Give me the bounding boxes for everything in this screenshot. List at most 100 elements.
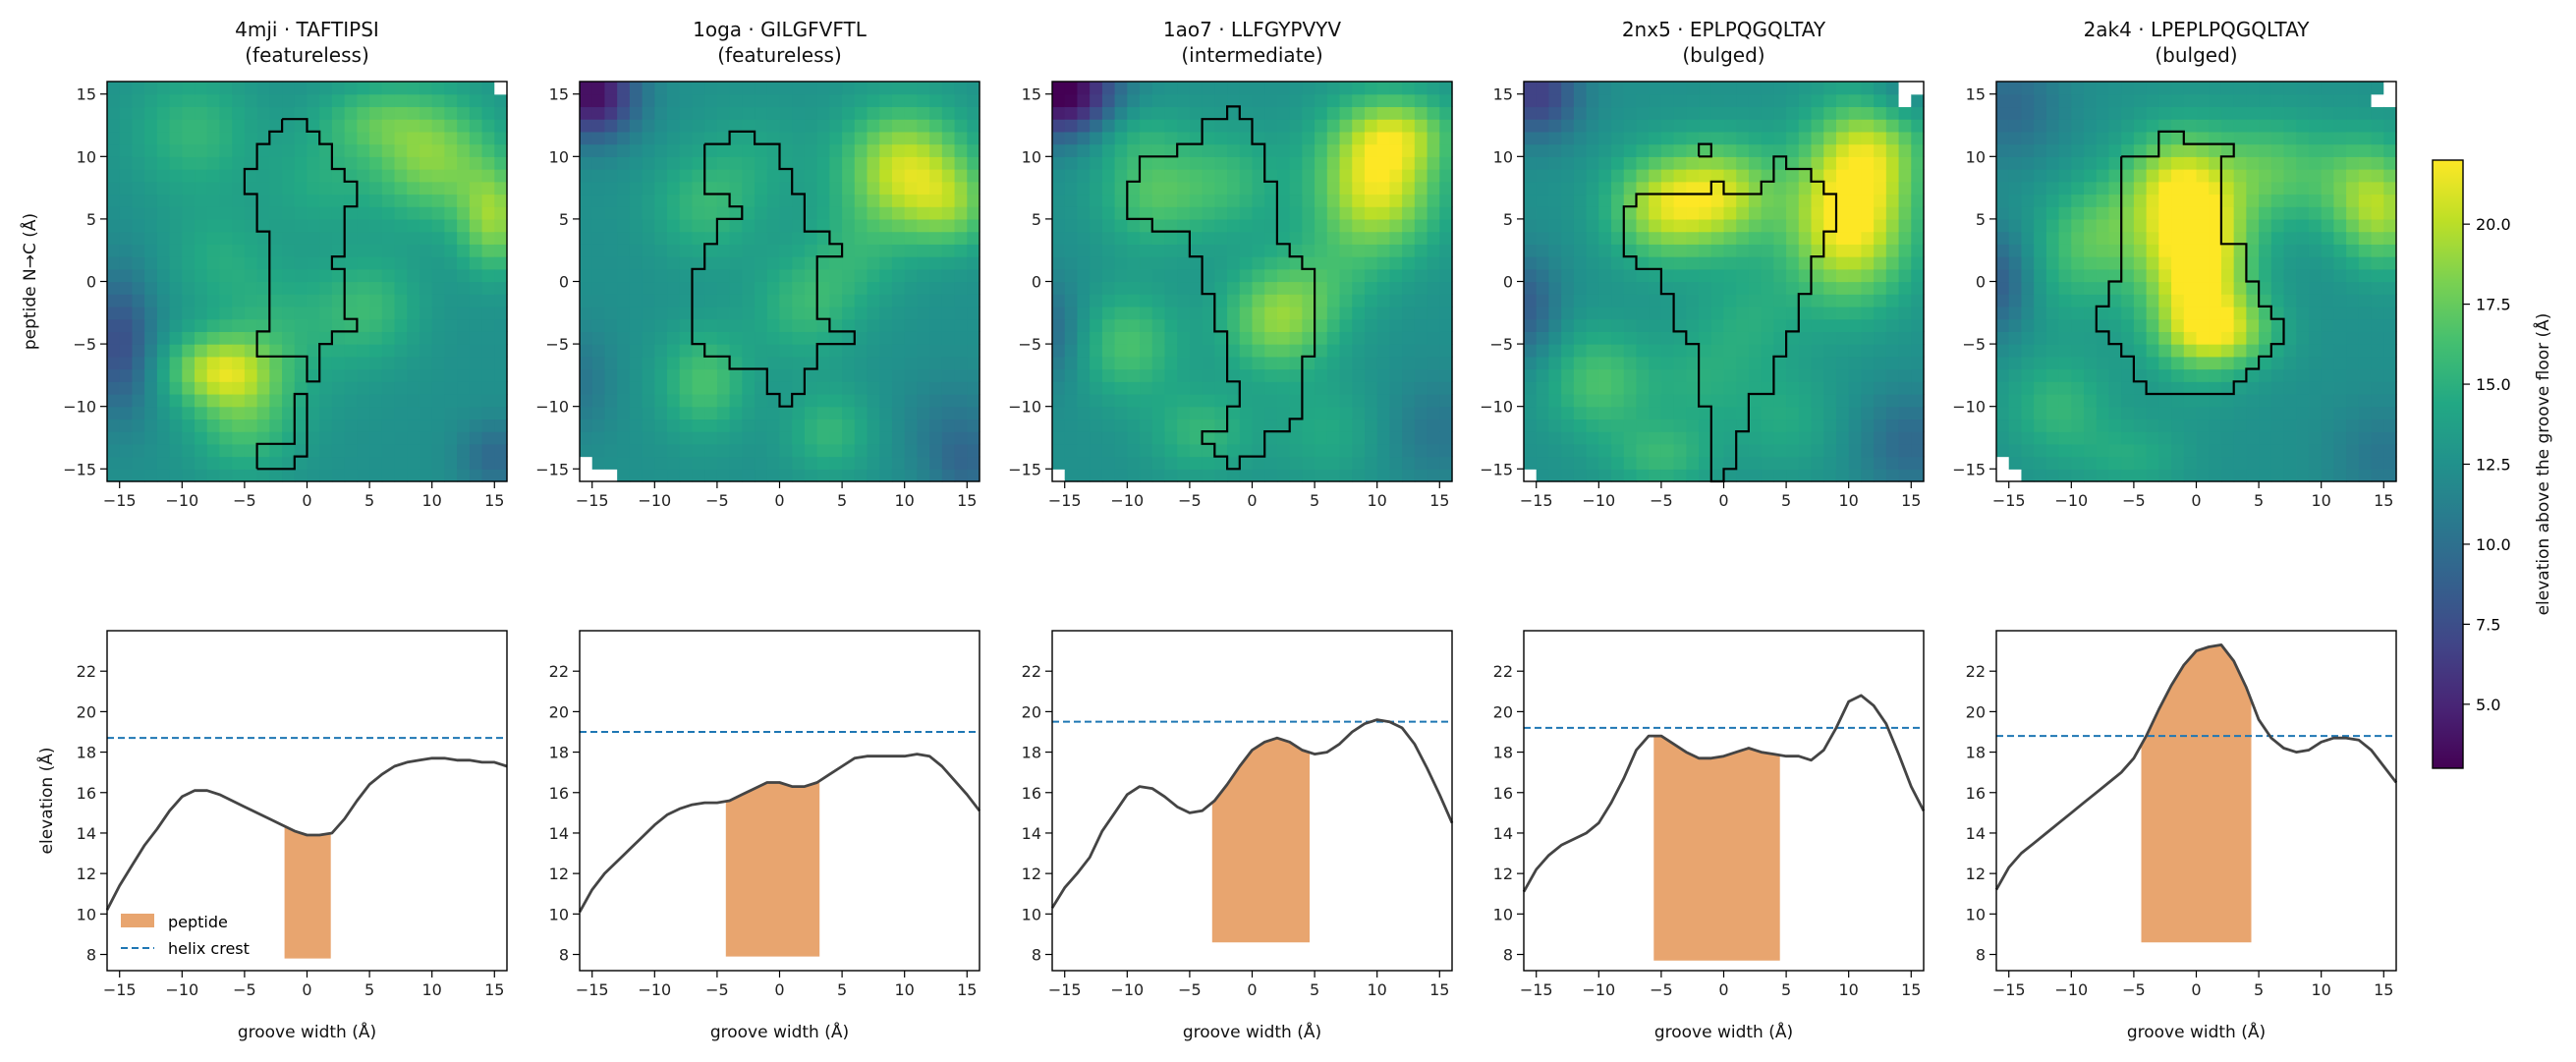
heatmap-cell: [854, 194, 868, 207]
heatmap-cell: [1573, 344, 1588, 358]
heatmap-cell: [1127, 344, 1141, 358]
heatmap-cell: [344, 406, 358, 420]
heatmap-cell: [1101, 119, 1116, 133]
heatmap-cell: [829, 93, 843, 108]
heatmap-cell: [444, 356, 458, 370]
heatmap-cell: [1289, 419, 1303, 432]
heatmap-cell: [954, 419, 968, 432]
heatmap-cell: [1823, 419, 1837, 432]
heatmap-cell: [232, 306, 246, 320]
heatmap-cell: [842, 244, 856, 257]
heatmap-cell: [1874, 294, 1887, 307]
heatmap-cell: [357, 443, 370, 458]
heatmap-cell: [2183, 281, 2198, 295]
heatmap-cell: [444, 294, 458, 307]
heatmap-cell: [256, 106, 270, 120]
heatmap-cell: [1052, 156, 1066, 170]
heatmap-cell: [107, 82, 121, 95]
heatmap-cell: [294, 456, 308, 470]
heatmap-cell: [232, 406, 246, 420]
heatmap-cell: [2171, 231, 2185, 245]
heatmap-cell: [766, 206, 781, 220]
heatmap-cell: [1536, 169, 1550, 183]
heatmap-cell: [804, 381, 818, 395]
heatmap-cell: [1140, 393, 1153, 408]
heatmap-cell: [1164, 181, 1178, 196]
heatmap-x-tick-label: −15: [103, 491, 137, 510]
heatmap-cell: [169, 456, 183, 470]
heatmap-cell: [792, 156, 806, 170]
heatmap-cell: [2196, 344, 2210, 358]
heatmap-cell: [867, 194, 880, 207]
heatmap-cell: [2171, 456, 2185, 470]
heatmap-cell: [1214, 294, 1228, 307]
heatmap-cell: [195, 218, 208, 233]
heatmap-cell: [1389, 344, 1403, 358]
heatmap-cell: [444, 318, 458, 332]
heatmap-cell: [244, 406, 258, 420]
heatmap-cell: [1326, 331, 1341, 345]
heatmap-cell: [2158, 218, 2172, 233]
heatmap-cell: [954, 431, 968, 445]
heatmap-cell: [219, 344, 233, 358]
heatmap-cell: [654, 231, 668, 245]
heatmap-cell: [816, 93, 830, 108]
heatmap-cell: [867, 231, 880, 245]
heatmap-cell: [1660, 156, 1675, 170]
heatmap-cell: [2084, 331, 2098, 345]
heatmap-cell: [1861, 443, 1875, 458]
heatmap-cell: [716, 419, 731, 432]
heatmap-cell: [604, 218, 618, 233]
profile-y-tick-label: 18: [77, 744, 96, 762]
heatmap-cell: [1289, 119, 1303, 133]
heatmap-cell: [2209, 206, 2222, 220]
heatmap-cell: [1127, 181, 1141, 196]
heatmap-cell: [804, 194, 818, 207]
heatmap-cell: [307, 469, 320, 482]
heatmap-cell: [1227, 194, 1241, 207]
heatmap-cell: [792, 344, 806, 358]
heatmap-cell: [1302, 231, 1316, 245]
heatmap-y-axis-label: peptide N→C (Å): [19, 213, 40, 350]
heatmap-cell: [967, 119, 980, 133]
heatmap-cell: [580, 331, 593, 345]
heatmap-cell: [929, 294, 943, 307]
heatmap-cell: [591, 143, 606, 157]
heatmap-cell: [1548, 331, 1562, 345]
heatmap-cell: [1748, 244, 1763, 257]
heatmap-cell: [419, 231, 433, 245]
heatmap-cell: [369, 119, 383, 133]
heatmap-cell: [331, 406, 346, 420]
heatmap-cell: [1710, 406, 1725, 420]
heatmap-cell: [494, 231, 508, 245]
heatmap-cell: [431, 431, 446, 445]
heatmap-cell: [1885, 469, 1900, 482]
heatmap-cell: [1140, 181, 1153, 196]
heatmap-cell: [2133, 244, 2148, 257]
heatmap-cell: [369, 281, 383, 295]
heatmap-cell: [1861, 318, 1875, 332]
heatmap-cell: [1214, 194, 1228, 207]
heatmap-cell: [1252, 368, 1265, 382]
heatmap-cell: [294, 143, 308, 157]
heatmap-cell: [1114, 169, 1128, 183]
heatmap-cell: [244, 318, 258, 332]
heatmap-cell: [132, 206, 145, 220]
heatmap-cell: [654, 356, 668, 370]
heatmap-cell: [1077, 406, 1091, 420]
heatmap-cell: [967, 93, 980, 108]
heatmap-cell: [369, 218, 383, 233]
heatmap-cell: [1861, 194, 1875, 207]
heatmap-cell: [954, 106, 968, 120]
heatmap-cell: [1874, 469, 1887, 482]
heatmap-cell: [132, 256, 145, 270]
heatmap-cell: [1402, 456, 1416, 470]
heatmap-cell: [319, 281, 333, 295]
heatmap-cell: [444, 169, 458, 183]
heatmap-cell: [667, 119, 681, 133]
heatmap-cell: [206, 119, 221, 133]
heatmap-cell: [232, 244, 246, 257]
heatmap-cell: [1177, 393, 1191, 408]
heatmap-cell: [206, 156, 221, 170]
heatmap-cell: [394, 281, 408, 295]
